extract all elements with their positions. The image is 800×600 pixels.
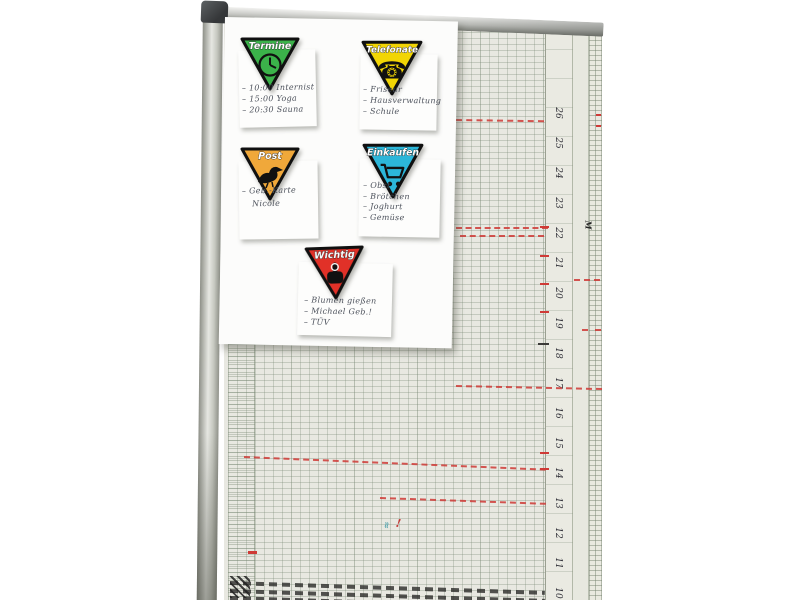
hatched-block	[230, 576, 250, 598]
note-line: 20:30 Sauna	[242, 103, 315, 115]
note-line: Hausverwaltung	[363, 95, 441, 107]
triangle-label: Einkaufen	[367, 148, 419, 159]
approx-mark: ≈	[380, 520, 392, 530]
day-number-column: 26 25 24 23 22 21 20 19 18 17 16 15 14 13 12 11 10	[546, 20, 573, 600]
wichtig-triangle-marker: Wichtig	[304, 245, 364, 300]
red-line	[582, 329, 601, 331]
telefonate-note-text: Friseur Hausverwaltung Schule	[363, 84, 442, 118]
day-number: 20	[553, 287, 563, 299]
telefonate-triangle-marker: Telefonate ☎	[361, 40, 423, 96]
red-tick	[540, 311, 549, 313]
triangle-shape	[362, 143, 424, 199]
note-line: Friseur	[363, 84, 441, 96]
note-line: Obst	[363, 181, 410, 192]
planner-middle-column	[573, 20, 589, 600]
einkaufen-note-text: Obst Brötchen Joghurt Gemüse	[363, 181, 410, 223]
wichtig-note-text: Blumen gießen Michael Geb.! TÜV	[304, 294, 377, 328]
clock-icon	[258, 53, 282, 77]
day-number: 13	[553, 497, 563, 509]
phone-icon: ☎	[377, 56, 407, 84]
day-number: 19	[553, 317, 563, 329]
triangle-shape	[361, 40, 423, 96]
red-tick	[540, 468, 549, 470]
red-tick	[540, 452, 549, 454]
note-line: Nicole	[252, 198, 281, 209]
termine-note-text: 10:00 Internist 15:00 Yoga 20:30 Sauna	[242, 81, 315, 115]
triangle-label: Telefonate	[366, 46, 418, 56]
red-tick	[596, 114, 601, 116]
red-tick	[596, 125, 601, 127]
day-number: 10	[553, 587, 563, 599]
day-number: 17	[553, 377, 563, 389]
note-line: Brötchen	[363, 191, 410, 202]
termine-triangle-marker: Termine	[240, 37, 300, 91]
day-number: 14	[553, 467, 563, 479]
note-line: Schule	[363, 106, 441, 118]
day-number: 26	[553, 107, 563, 119]
day-number: 23	[553, 197, 563, 209]
day-number: 12	[553, 527, 563, 539]
reminder-hand-icon	[327, 262, 344, 284]
note-line: 10:00 Internist	[242, 81, 315, 93]
red-line	[456, 227, 548, 229]
note-line: Geb.-Karte	[242, 184, 296, 198]
red-tick	[248, 551, 257, 554]
note-line: Joghurt	[363, 202, 410, 213]
day-number: 18	[553, 347, 563, 359]
planner-edge-column	[589, 20, 602, 600]
note-line: TÜV	[304, 316, 376, 328]
day-number: 15	[553, 437, 563, 449]
day-number: 25	[553, 137, 563, 149]
weekday-mark: M	[583, 220, 594, 230]
day-number: 22	[553, 227, 563, 239]
note-line: Gemüse	[363, 212, 410, 223]
red-tick	[540, 283, 549, 285]
day-number: 11	[553, 557, 563, 569]
day-number: 16	[553, 407, 563, 419]
black-tick	[538, 343, 549, 345]
red-tick	[540, 226, 549, 228]
day-number: 21	[553, 257, 563, 269]
red-line	[460, 235, 544, 237]
post-note-text: Geb.-Karte Nicole	[242, 184, 297, 211]
day-number: 24	[553, 167, 563, 179]
triangle-label: Termine	[249, 41, 292, 52]
red-line	[574, 279, 600, 281]
red-tick	[540, 255, 549, 257]
triangle-label: Wichtig	[314, 249, 355, 261]
triangle-label: Post	[258, 151, 282, 162]
